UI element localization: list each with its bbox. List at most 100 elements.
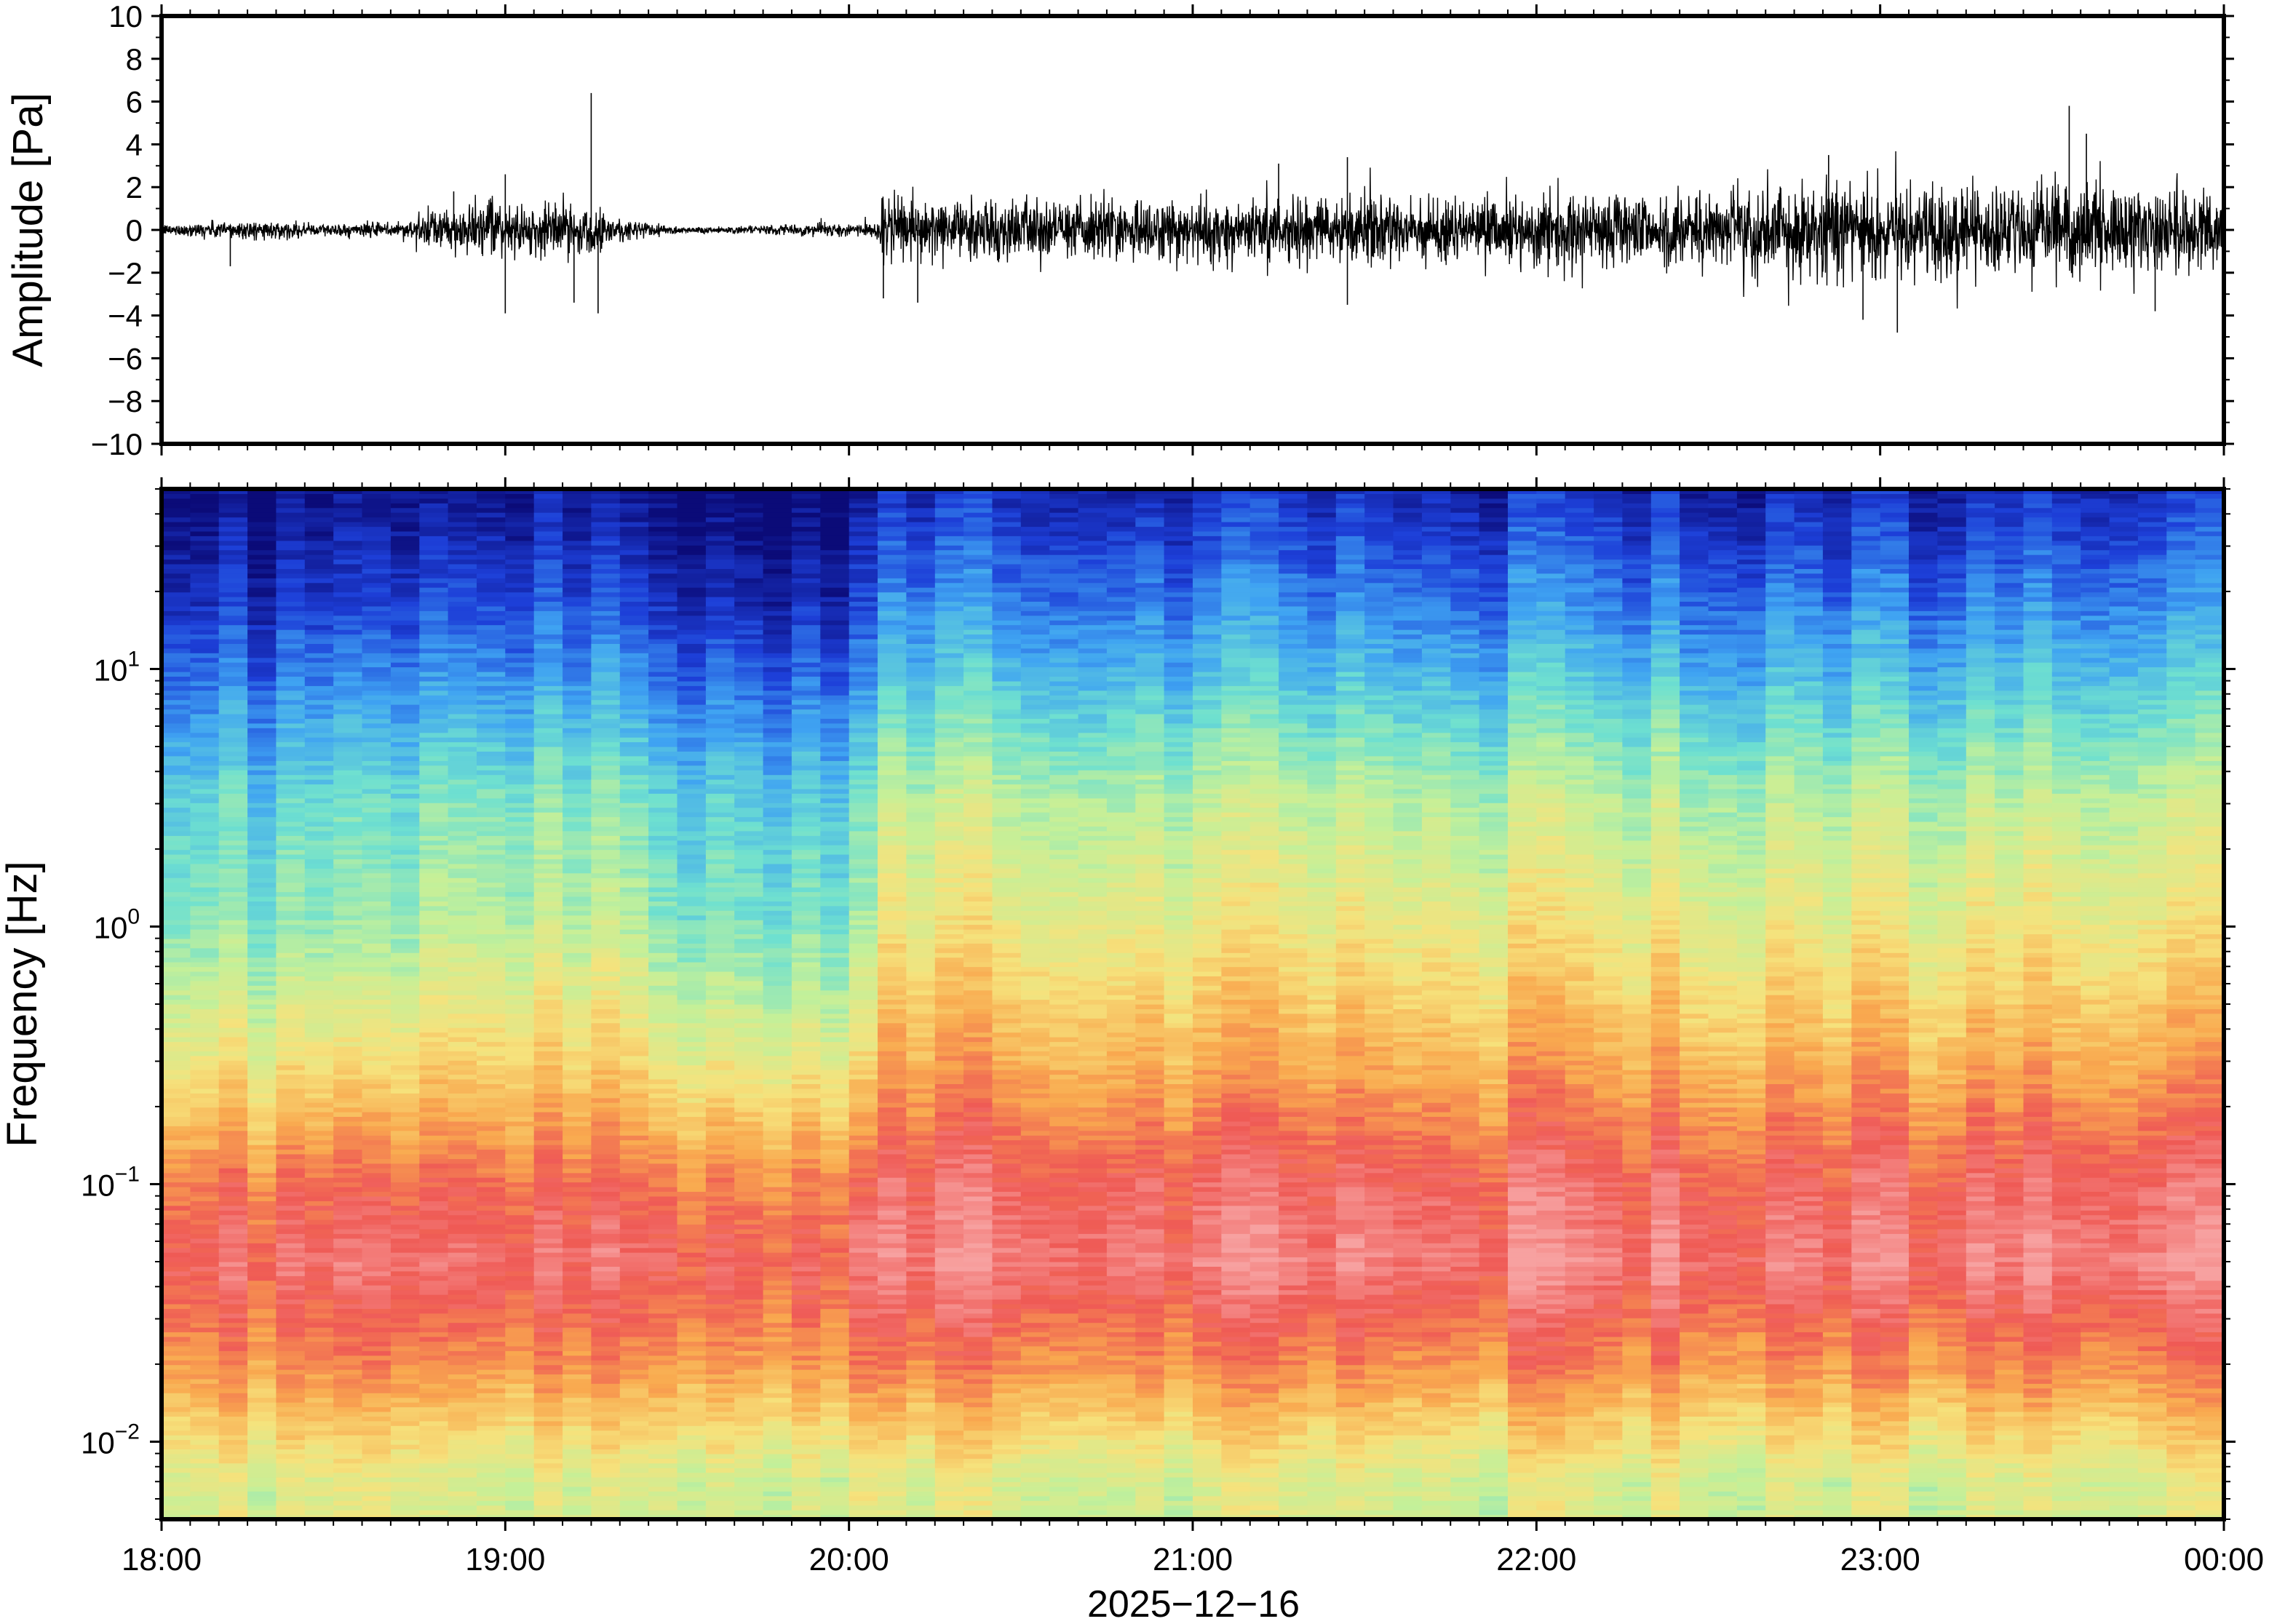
spectrogram-cell xyxy=(448,1149,477,1155)
spectrogram-cell xyxy=(190,934,220,939)
spectrogram-cell xyxy=(276,1219,306,1225)
spectrogram-cell xyxy=(505,648,535,653)
spectrogram-cell xyxy=(734,1486,764,1492)
spectrogram-cell xyxy=(648,1070,678,1075)
spectrogram-cell xyxy=(218,507,248,513)
spectrogram-cell xyxy=(505,1412,535,1417)
spectrogram-cell xyxy=(190,568,220,574)
spectrogram-cell xyxy=(448,877,477,883)
spectrogram-cell xyxy=(362,1168,392,1174)
spectrogram-cell xyxy=(505,1172,535,1178)
spectrogram-cell xyxy=(448,1388,477,1393)
spectrogram-cell xyxy=(763,1341,792,1347)
spectrogram-cell xyxy=(247,1097,277,1103)
spectrogram-cell xyxy=(419,1462,449,1468)
spectrogram-cell xyxy=(304,526,334,532)
spectrogram-cell xyxy=(276,947,306,953)
spectrogram-cell xyxy=(705,1182,735,1187)
spectrogram-cell xyxy=(477,863,506,869)
spectrogram-cell xyxy=(591,765,621,771)
spectrogram-cell xyxy=(763,1022,792,1028)
spectrogram-cell xyxy=(648,1247,678,1253)
spectrogram-cell xyxy=(619,957,649,963)
spectrogram-cell xyxy=(333,896,363,901)
spectrogram-cell xyxy=(419,1355,449,1361)
spectrogram-cell xyxy=(190,840,220,845)
spectrogram-cell xyxy=(190,1486,220,1492)
spectrogram-cell xyxy=(591,1224,621,1230)
spectrogram-cell xyxy=(333,1412,363,1417)
spectrogram-cell xyxy=(563,1257,592,1262)
spectrogram-cell xyxy=(419,1308,449,1314)
spectrogram-cell xyxy=(619,709,649,715)
spectrogram-cell xyxy=(477,1083,506,1089)
spectrogram-cell xyxy=(390,1060,420,1066)
spectrogram-cell xyxy=(247,1163,277,1169)
spectrogram-cell xyxy=(563,507,592,513)
spectrogram-cell xyxy=(304,849,334,855)
spectrogram-cell xyxy=(619,1425,649,1431)
spectrogram-cell xyxy=(477,1495,506,1501)
spectrogram-cell xyxy=(591,643,621,649)
spectrogram-cell xyxy=(677,1355,707,1361)
spectrogram-cell xyxy=(619,966,649,972)
spectrogram-cell xyxy=(304,1121,334,1126)
spectrogram-cell xyxy=(648,1439,678,1445)
spectrogram-cell xyxy=(619,1477,649,1483)
spectrogram-cell xyxy=(648,1449,678,1454)
spectrogram-cell xyxy=(390,1266,420,1272)
spectrogram-cell xyxy=(677,957,707,963)
spectrogram-cell xyxy=(563,629,592,635)
spectrogram-cell xyxy=(677,882,707,888)
spectrogram-cell xyxy=(705,530,735,536)
spectrogram-cell xyxy=(218,1247,248,1253)
spectrogram-cell xyxy=(390,643,420,649)
spectrogram-cell xyxy=(448,1468,477,1473)
spectrogram-cell xyxy=(648,924,678,930)
spectrogram-cell xyxy=(477,1055,506,1061)
spectrogram-cell xyxy=(505,620,535,626)
spectrogram-cell xyxy=(333,755,363,761)
spectrogram-cell xyxy=(448,751,477,757)
spectrogram-cell xyxy=(533,709,563,715)
spectrogram-cell xyxy=(247,1364,277,1370)
spectrogram-cell xyxy=(247,1378,277,1384)
spectrogram-cell xyxy=(190,1374,220,1380)
spectrogram-cell xyxy=(763,803,792,808)
spectrogram-cell xyxy=(705,1055,735,1061)
spectrogram-cell xyxy=(591,1177,621,1183)
spectrogram-cell xyxy=(563,812,592,818)
spectrogram-cell xyxy=(677,503,707,509)
spectrogram-cell xyxy=(333,1145,363,1150)
spectrogram-cell xyxy=(477,620,506,626)
spectrogram-cell xyxy=(333,1214,363,1220)
spectrogram-cell xyxy=(162,1233,191,1239)
spectrogram-cell xyxy=(505,1420,535,1426)
spectrogram-cell xyxy=(591,1116,621,1122)
spectrogram-cell xyxy=(477,512,506,518)
spectrogram-cell xyxy=(190,863,220,869)
spectrogram-cell xyxy=(734,1266,764,1272)
spectrogram-cell xyxy=(333,1500,363,1506)
spectrogram-cell xyxy=(477,685,506,691)
spectrogram-cell xyxy=(505,947,535,953)
spectrogram-cell xyxy=(247,1257,277,1262)
spectrogram-cell xyxy=(247,854,277,859)
spectrogram-cell xyxy=(419,751,449,757)
spectrogram-cell xyxy=(448,896,477,901)
spectrogram-cell xyxy=(390,1055,420,1061)
spectrogram-cell xyxy=(390,1406,420,1412)
spectrogram-cell xyxy=(533,699,563,705)
spectrogram-cell xyxy=(218,1416,248,1422)
spectrogram-cell xyxy=(247,1275,277,1281)
spectrogram-cell xyxy=(419,877,449,883)
waveform-frame xyxy=(159,14,2226,446)
spectrogram-cell xyxy=(276,826,306,832)
spectrogram-cell xyxy=(563,995,592,1000)
spectrogram-cell xyxy=(448,737,477,743)
spectrogram-cell xyxy=(304,1378,334,1384)
spectrogram-cell xyxy=(390,685,420,691)
spectrogram-cell xyxy=(419,882,449,888)
spectrogram-cell xyxy=(218,999,248,1005)
spectrogram-cell xyxy=(591,1322,621,1328)
